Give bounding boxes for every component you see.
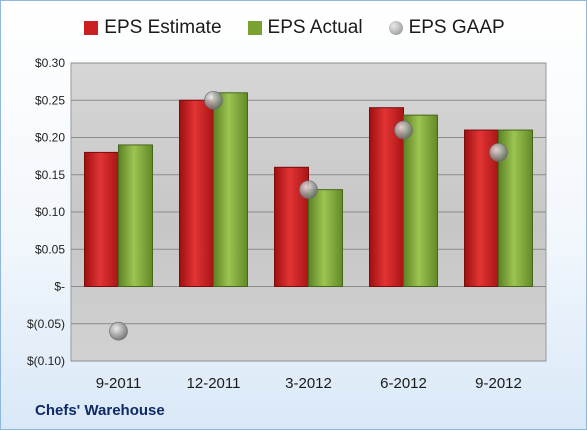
legend-swatch-eps-actual (247, 21, 262, 35)
point-eps-gaap (394, 120, 413, 140)
legend-swatch-eps-gaap (388, 21, 403, 35)
legend-label-eps-gaap: EPS GAAP (408, 17, 505, 38)
x-tick-label: 6-2012 (380, 375, 427, 392)
point-eps-gaap (489, 143, 508, 162)
x-tick-label: 3-2012 (285, 375, 332, 392)
bar-eps-estimate (179, 99, 214, 287)
y-tick-label: $0.25 (35, 93, 65, 107)
point-eps-gaap (109, 321, 128, 341)
bar-eps-actual (118, 144, 153, 287)
bar-eps-actual (308, 189, 343, 287)
point-eps-gaap (204, 90, 223, 110)
y-tick-label: $0.30 (35, 56, 65, 70)
legend-item-eps-actual: EPS Actual (247, 17, 363, 39)
x-tick-label: 9-2011 (96, 375, 142, 392)
legend-item-eps-gaap: EPS GAAP (388, 17, 505, 39)
point-eps-gaap (299, 180, 318, 199)
bar-eps-actual (403, 114, 438, 288)
bar-eps-actual (213, 92, 248, 287)
x-tick-label: 12-2011 (187, 375, 241, 392)
y-tick-label: $0.10 (35, 205, 65, 219)
x-tick-label: 9-2012 (475, 375, 522, 392)
chart-legend: EPS Estimate EPS Actual EPS GAAP (1, 17, 587, 39)
bar-eps-estimate (84, 151, 119, 287)
legend-swatch-eps-estimate (84, 21, 99, 35)
y-tick-label: $(0.05) (27, 317, 65, 331)
legend-item-eps-estimate: EPS Estimate (84, 17, 222, 39)
y-tick-label: $0.15 (35, 168, 65, 182)
y-tick-label: $0.05 (35, 242, 65, 256)
y-tick-label: $- (54, 280, 65, 294)
company-name: Chefs' Warehouse (35, 402, 165, 419)
y-tick-label: $0.20 (35, 131, 65, 145)
y-tick-label: $(0.10) (27, 354, 65, 368)
legend-label-eps-estimate: EPS Estimate (104, 17, 222, 38)
bar-eps-estimate (369, 107, 404, 287)
legend-label-eps-actual: EPS Actual (267, 17, 363, 38)
